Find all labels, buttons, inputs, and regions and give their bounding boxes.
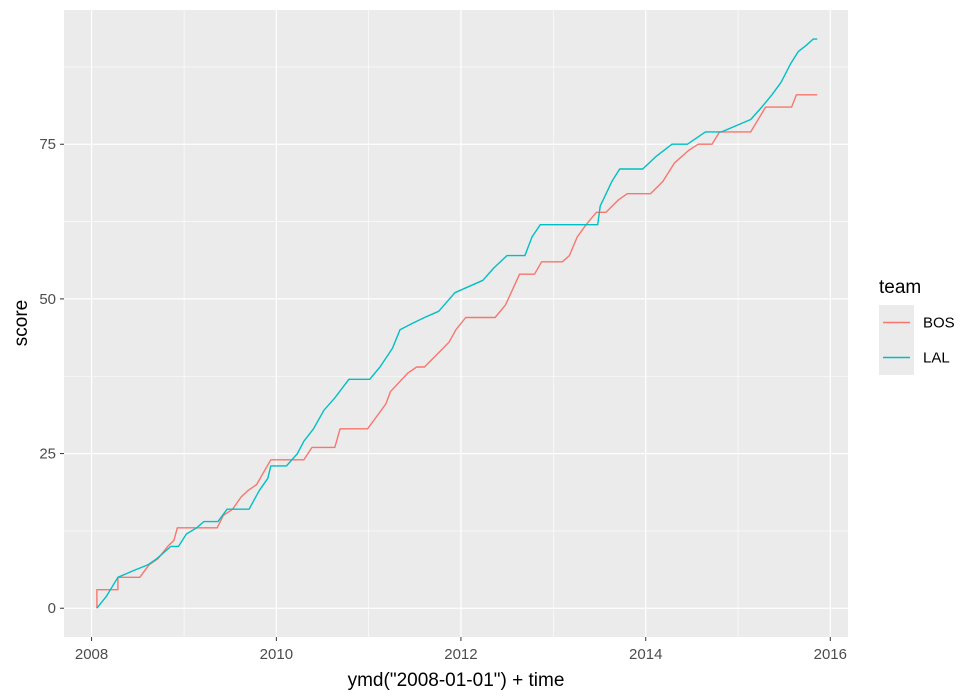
x-tick-label: 2012 — [444, 646, 477, 663]
legend-label-bos: BOS — [923, 315, 955, 332]
y-tick-label: 50 — [39, 291, 56, 308]
legend: team BOS LAL — [879, 277, 955, 375]
y-axis-title: score — [11, 300, 32, 346]
x-axis-ticks: 2008 2010 2012 2014 2016 — [75, 637, 847, 663]
y-tick-label: 75 — [39, 136, 56, 153]
x-tick-label: 2010 — [260, 646, 293, 663]
x-axis-title: ymd("2008-01-01") + time — [348, 670, 565, 691]
legend-label-lal: LAL — [923, 350, 950, 367]
series-line-lal — [96, 38, 818, 609]
series-line-bos — [96, 94, 818, 609]
y-tick-label: 25 — [39, 446, 56, 463]
y-axis-ticks: 0 25 50 75 — [39, 136, 64, 617]
x-tick-label: 2016 — [814, 646, 847, 663]
major-gridlines — [64, 10, 848, 637]
x-tick-label: 2014 — [629, 646, 662, 663]
legend-title: team — [879, 277, 921, 298]
series-lines — [96, 38, 818, 609]
y-tick-label: 0 — [48, 600, 56, 617]
panel-background — [64, 10, 848, 637]
minor-gridlines — [64, 10, 848, 637]
x-tick-label: 2008 — [75, 646, 108, 663]
